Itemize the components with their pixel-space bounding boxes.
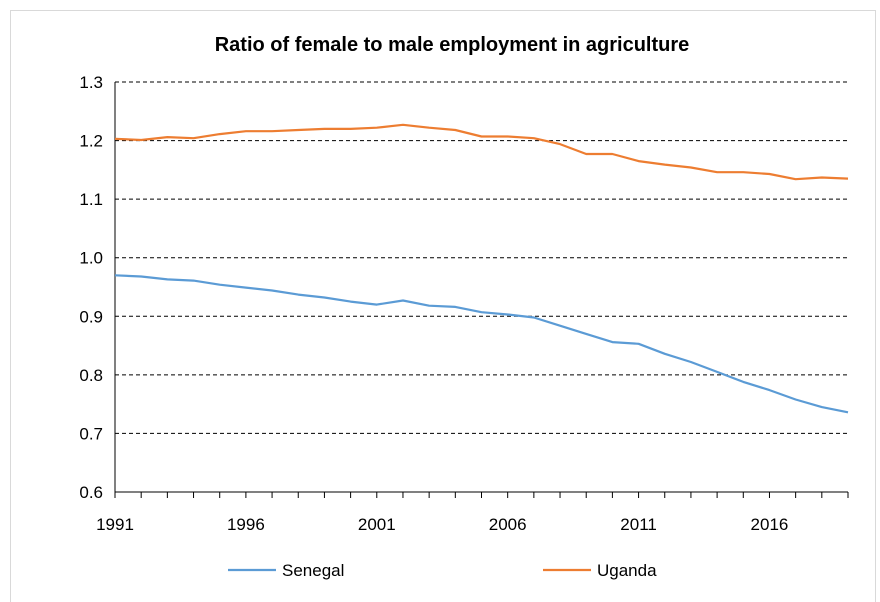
x-tick-label: 2011 [620, 515, 657, 534]
y-tick-label: 0.6 [79, 483, 103, 502]
series-lines [114, 123, 849, 414]
axes: 0.6 0.7 0.8 0.9 1.0 1.1 1.2 1.3 1991 1996 2001 2006… [79, 73, 849, 534]
x-tick-label: 2016 [751, 515, 789, 534]
x-tick-label: 2001 [358, 515, 396, 534]
y-tick-label: 0.7 [79, 424, 103, 443]
series-line-senegal [114, 274, 849, 414]
y-tick-label: 1.1 [79, 190, 103, 209]
x-tick-label: 1996 [227, 515, 265, 534]
y-tick-label: 0.8 [79, 366, 103, 385]
gridlines [115, 81, 848, 434]
legend-label-senegal: Senegal [282, 561, 344, 580]
series-line-uganda [114, 123, 849, 181]
chart-title: Ratio of female to male employment in ag… [215, 34, 690, 56]
y-tick-label: 0.9 [79, 307, 103, 326]
legend-label-uganda: Uganda [597, 561, 657, 580]
legend: Senegal Uganda [228, 561, 657, 580]
x-tick-label: 2006 [489, 515, 527, 534]
y-tick-label: 1.0 [79, 249, 103, 268]
x-tick-label: 1991 [96, 515, 134, 534]
y-tick-label: 1.2 [79, 132, 103, 151]
y-tick-label: 1.3 [79, 73, 103, 92]
